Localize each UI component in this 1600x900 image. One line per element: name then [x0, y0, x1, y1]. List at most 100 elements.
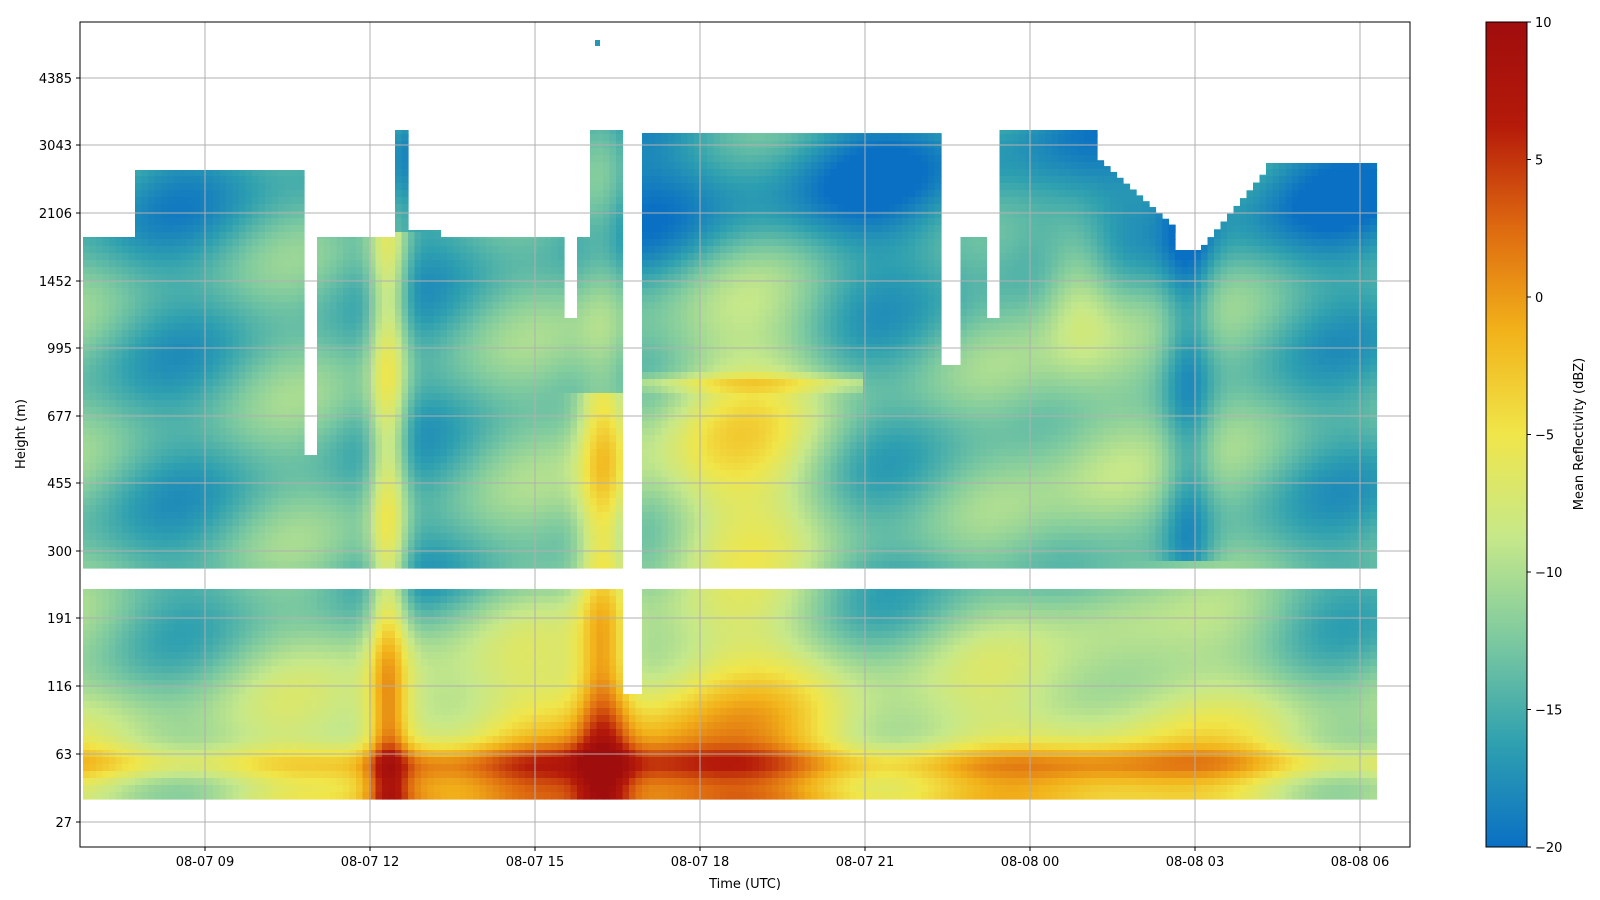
heatmap-cell: [122, 778, 130, 786]
heatmap-cell: [148, 638, 156, 646]
heatmap-cell: [466, 407, 474, 415]
heatmap-cell: [213, 638, 221, 646]
heatmap-cell: [200, 484, 208, 492]
heatmap-cell: [460, 561, 468, 569]
heatmap-cell: [356, 330, 364, 338]
heatmap-cell: [245, 477, 253, 485]
heatmap-cell: [226, 680, 234, 688]
heatmap-cell: [167, 288, 175, 296]
heatmap-cell: [141, 687, 149, 695]
heatmap-cell: [460, 414, 468, 422]
heatmap-cell: [96, 729, 104, 737]
heatmap-cell: [135, 302, 143, 310]
heatmap-cell: [96, 736, 104, 744]
heatmap-cell: [206, 246, 214, 254]
heatmap-cell: [388, 589, 396, 597]
heatmap-cell: [226, 561, 234, 569]
heatmap-cell: [421, 540, 429, 548]
heatmap-cell: [453, 722, 461, 730]
heatmap-cell: [466, 722, 474, 730]
heatmap-cell: [297, 442, 305, 450]
heatmap-cell: [252, 260, 260, 268]
heatmap-cell: [239, 288, 247, 296]
heatmap-cell: [180, 372, 188, 380]
heatmap-cell: [278, 302, 286, 310]
heatmap-cell: [167, 267, 175, 275]
heatmap-cell: [174, 211, 182, 219]
heatmap-cell: [265, 533, 273, 541]
heatmap-cell: [447, 708, 455, 716]
heatmap-cell: [343, 603, 351, 611]
heatmap-cell: [245, 652, 253, 660]
heatmap-cell: [206, 603, 214, 611]
heatmap-cell: [154, 407, 162, 415]
heatmap-cell: [434, 792, 442, 800]
heatmap-cell: [213, 680, 221, 688]
heatmap-cell: [395, 463, 403, 471]
heatmap-cell: [310, 715, 318, 723]
heatmap-cell: [284, 225, 292, 233]
heatmap-cell: [369, 631, 377, 639]
heatmap-cell: [167, 743, 175, 751]
heatmap-cell: [239, 428, 247, 436]
heatmap-cell: [83, 281, 91, 289]
heatmap-cell: [317, 442, 325, 450]
heatmap-cell: [356, 610, 364, 618]
heatmap-cell: [239, 645, 247, 653]
heatmap-cell: [460, 659, 468, 667]
heatmap-cell: [219, 533, 227, 541]
heatmap-cell: [440, 470, 448, 478]
heatmap-cell: [278, 218, 286, 226]
heatmap-cell: [336, 666, 344, 674]
heatmap-cell: [271, 190, 279, 198]
heatmap-cell: [382, 757, 390, 765]
heatmap-cell: [388, 694, 396, 702]
heatmap-cell: [258, 393, 266, 401]
heatmap-cell: [362, 505, 370, 513]
heatmap-cell: [252, 239, 260, 247]
heatmap-cell: [317, 477, 325, 485]
heatmap-cell: [362, 736, 370, 744]
heatmap-cell: [239, 218, 247, 226]
heatmap-cell: [362, 778, 370, 786]
heatmap-cell: [401, 400, 409, 408]
heatmap-cell: [219, 694, 227, 702]
heatmap-cell: [362, 701, 370, 709]
heatmap-cell: [460, 393, 468, 401]
heatmap-cell: [167, 526, 175, 534]
heatmap-cell: [330, 722, 338, 730]
heatmap-cell: [323, 456, 331, 464]
heatmap-cell: [161, 631, 169, 639]
heatmap-cell: [135, 470, 143, 478]
heatmap-cell: [271, 316, 279, 324]
heatmap-cell: [193, 596, 201, 604]
heatmap-cell: [421, 463, 429, 471]
heatmap-cell: [434, 757, 442, 765]
heatmap-cell: [180, 170, 188, 178]
heatmap-cell: [245, 302, 253, 310]
heatmap-cell: [278, 645, 286, 653]
heatmap-cell: [382, 631, 390, 639]
heatmap-cell: [161, 295, 169, 303]
heatmap-cell: [102, 554, 110, 562]
heatmap-cell: [174, 358, 182, 366]
heatmap-cell: [291, 470, 299, 478]
heatmap-cell: [479, 449, 487, 457]
heatmap-cell: [362, 491, 370, 499]
heatmap-cell: [291, 316, 299, 324]
heatmap-cell: [102, 267, 110, 275]
heatmap-cell: [239, 505, 247, 513]
heatmap-cell: [141, 197, 149, 205]
heatmap-cell: [427, 372, 435, 380]
heatmap-cell: [369, 652, 377, 660]
heatmap-cell: [278, 743, 286, 751]
heatmap-cell: [245, 197, 253, 205]
heatmap-cell: [167, 645, 175, 653]
heatmap-cell: [174, 449, 182, 457]
heatmap-cell: [356, 414, 364, 422]
heatmap-cell: [271, 687, 279, 695]
heatmap-cell: [265, 288, 273, 296]
heatmap-cell: [427, 281, 435, 289]
heatmap-cell: [206, 170, 214, 178]
heatmap-cell: [167, 400, 175, 408]
